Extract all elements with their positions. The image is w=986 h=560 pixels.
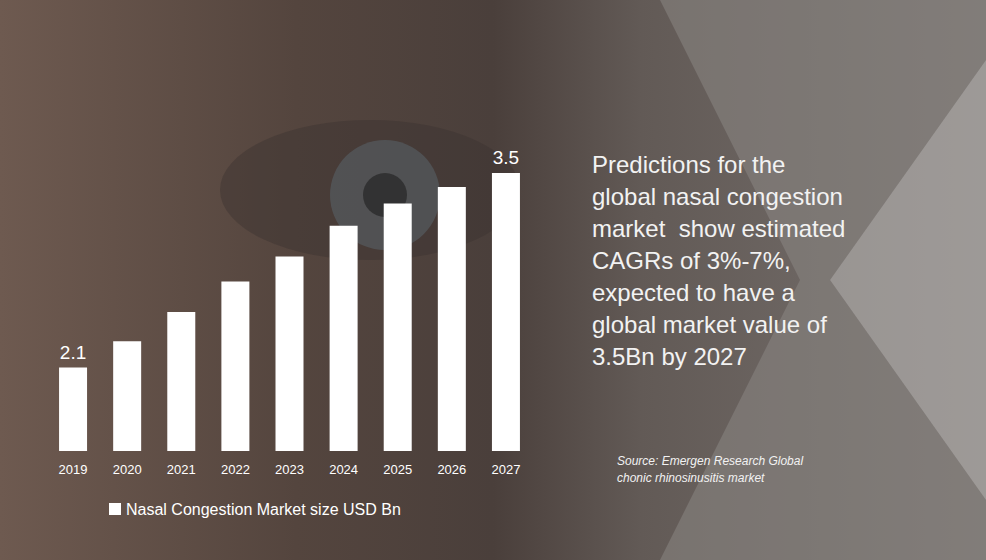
svg-text:2.1: 2.1	[60, 342, 86, 363]
svg-text:2019: 2019	[59, 462, 88, 477]
svg-text:market show estimated: market show estimated	[592, 215, 845, 242]
svg-text:Source: Emergen Research Globa: Source: Emergen Research Global	[617, 454, 803, 468]
svg-text:2024: 2024	[329, 462, 358, 477]
svg-text:2025: 2025	[383, 462, 412, 477]
svg-text:2026: 2026	[437, 462, 466, 477]
svg-text:chonic rhinosinusitis market: chonic rhinosinusitis market	[617, 471, 765, 485]
svg-text:global nasal congestion: global nasal congestion	[592, 183, 843, 210]
svg-text:Nasal Congestion Market size U: Nasal Congestion Market size USD Bn	[126, 501, 401, 518]
svg-text:expected to have a: expected to have a	[592, 279, 795, 306]
svg-text:global market value of: global market value of	[592, 311, 827, 338]
svg-text:2022: 2022	[221, 462, 250, 477]
svg-text:2027: 2027	[491, 462, 520, 477]
svg-text:2020: 2020	[113, 462, 142, 477]
svg-text:2021: 2021	[167, 462, 196, 477]
svg-text:Predictions for the: Predictions for the	[592, 151, 785, 178]
svg-text:3.5Bn by 2027: 3.5Bn by 2027	[592, 343, 747, 370]
svg-text:3.5: 3.5	[493, 147, 519, 168]
svg-text:CAGRs of 3%-7%,: CAGRs of 3%-7%,	[592, 247, 791, 274]
svg-text:2023: 2023	[275, 462, 304, 477]
